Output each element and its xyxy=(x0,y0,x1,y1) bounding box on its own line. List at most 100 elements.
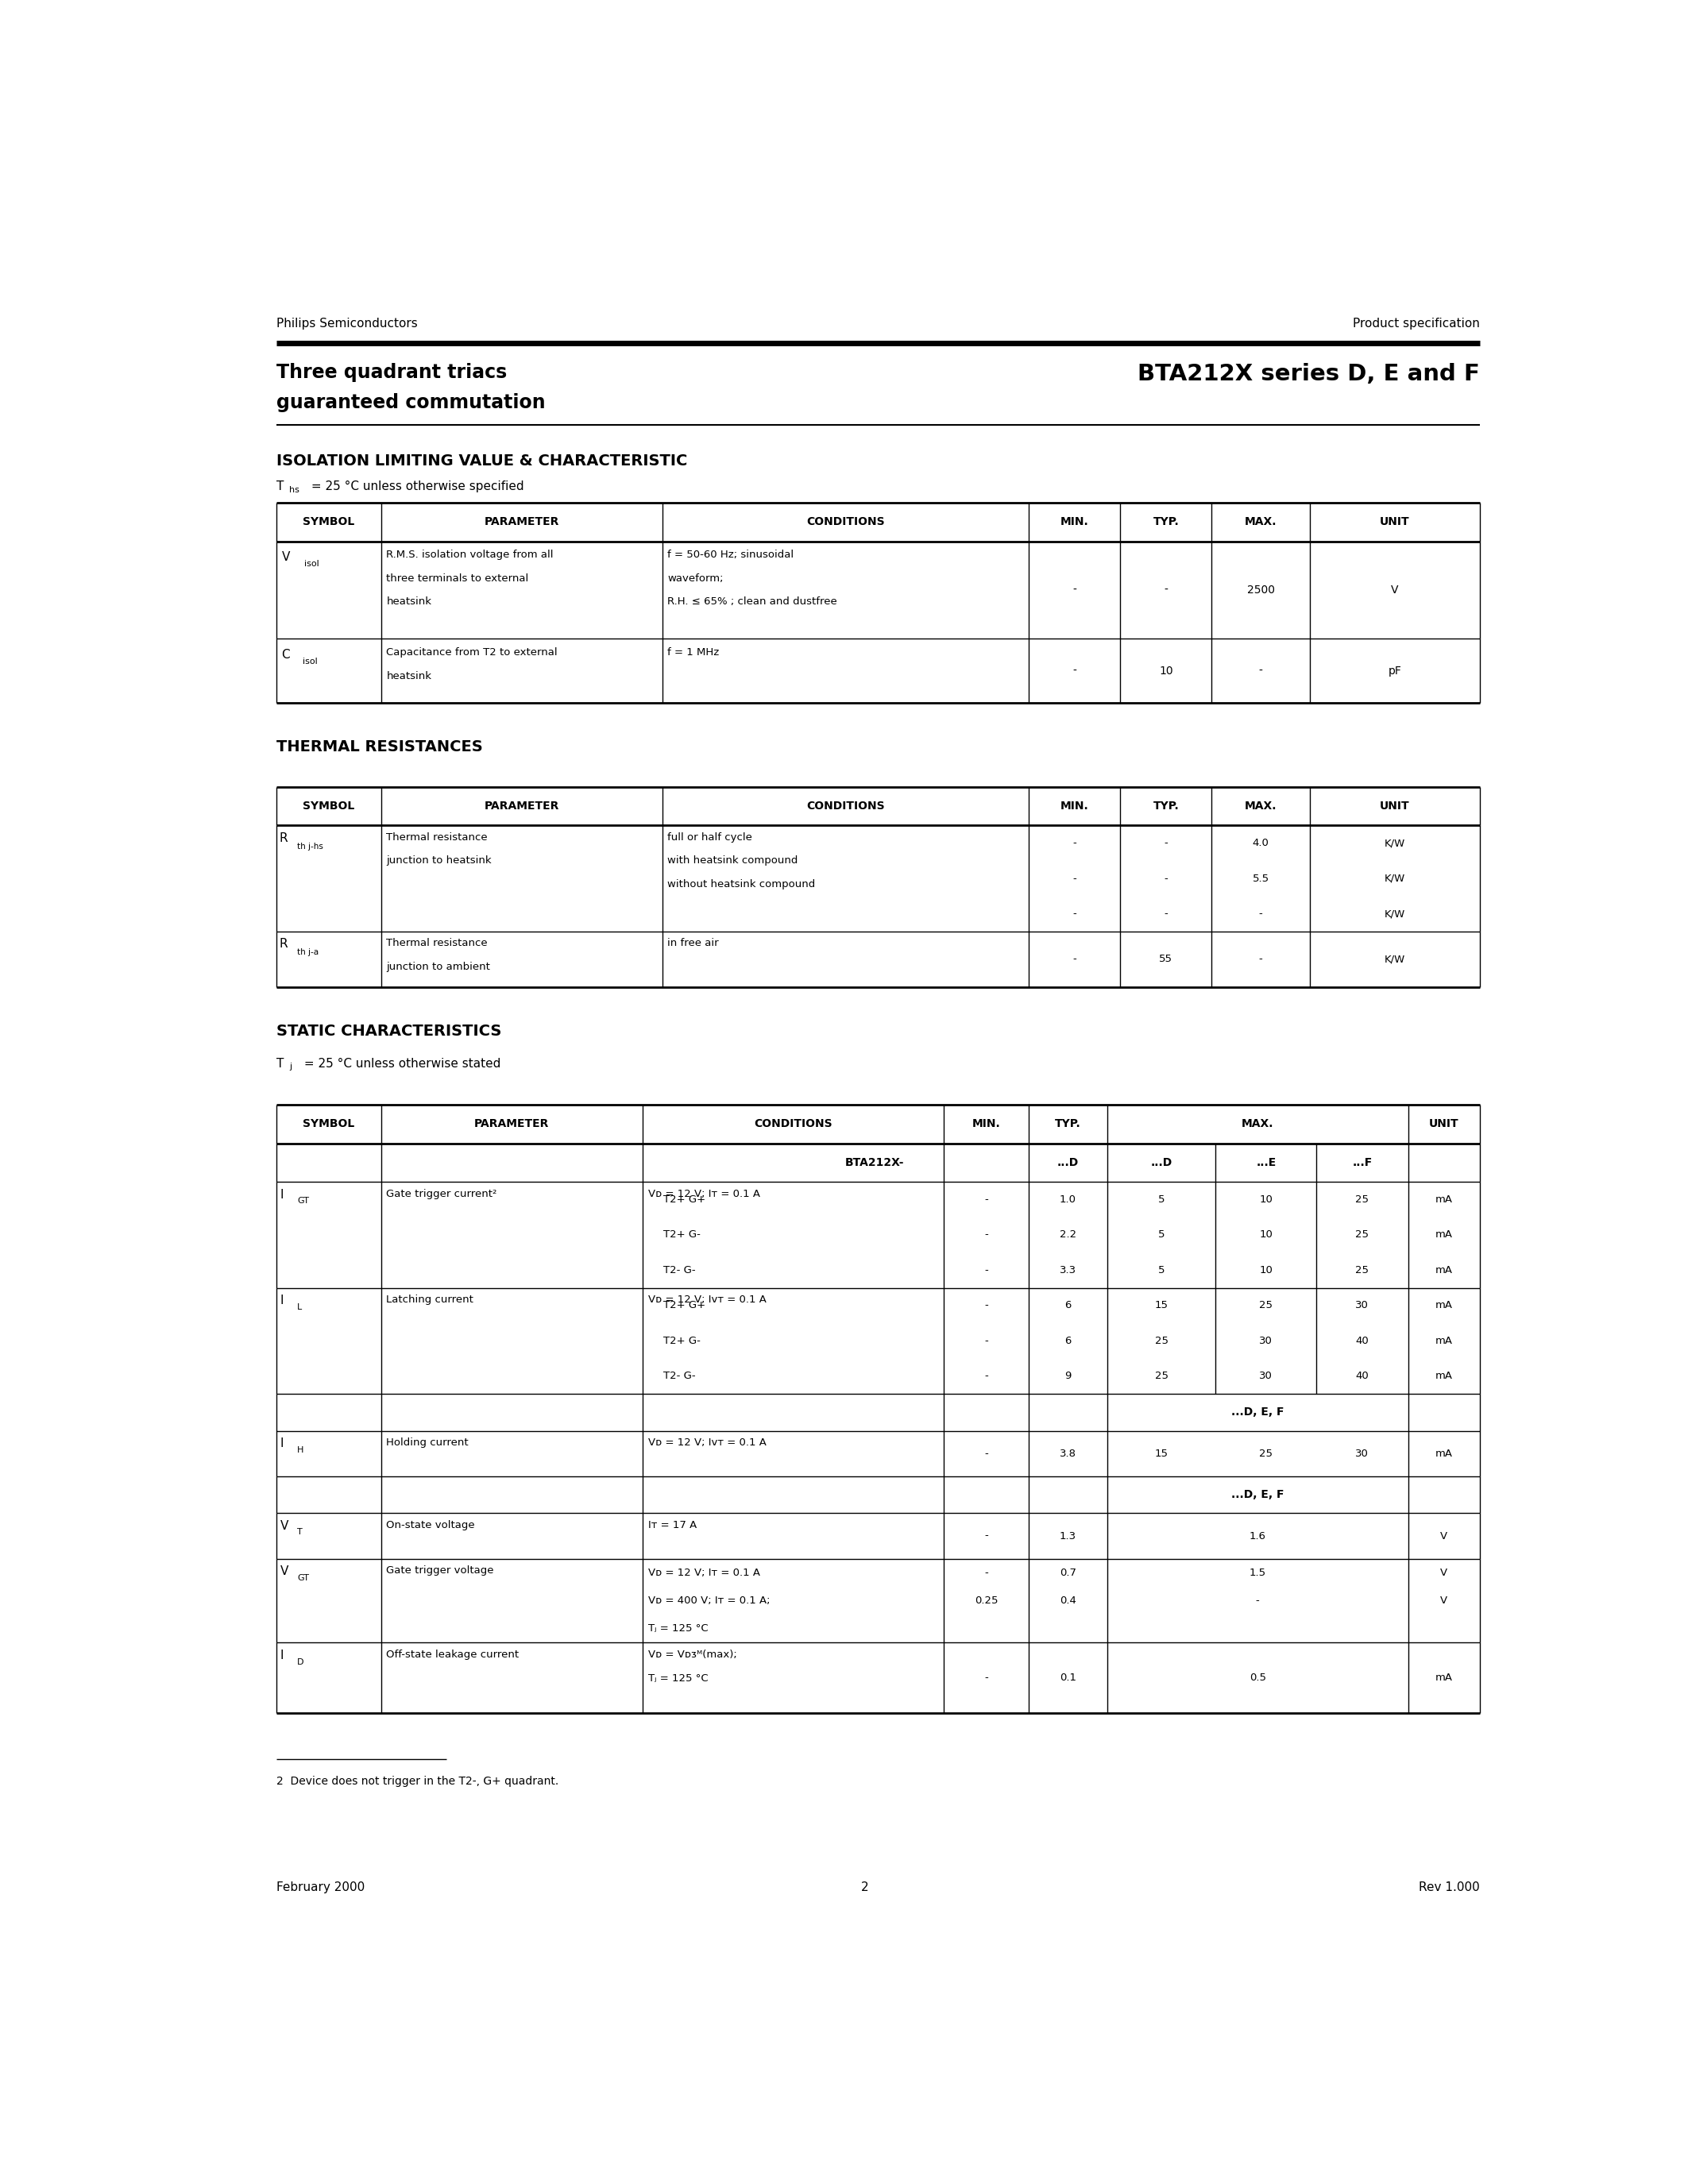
Text: ...F: ...F xyxy=(1352,1158,1372,1168)
Text: -: - xyxy=(1072,666,1077,677)
Text: 9: 9 xyxy=(1065,1372,1072,1380)
Text: 25: 25 xyxy=(1355,1230,1369,1241)
Text: MIN.: MIN. xyxy=(1060,802,1089,812)
Text: 3.3: 3.3 xyxy=(1060,1265,1077,1275)
Text: Three quadrant triacs: Three quadrant triacs xyxy=(277,363,506,382)
Text: without heatsink compound: without heatsink compound xyxy=(667,880,815,889)
Text: Tⱼ = 125 °C: Tⱼ = 125 °C xyxy=(648,1623,707,1634)
Text: 2  Device does not trigger in the T2-, G+ quadrant.: 2 Device does not trigger in the T2-, G+… xyxy=(277,1776,559,1787)
Text: 40: 40 xyxy=(1355,1337,1369,1345)
Text: -: - xyxy=(1259,909,1263,919)
Text: K/W: K/W xyxy=(1384,909,1406,919)
Text: T2- G-: T2- G- xyxy=(663,1372,695,1380)
Text: UNIT: UNIT xyxy=(1381,802,1409,812)
Text: -: - xyxy=(1072,585,1077,596)
Text: R: R xyxy=(279,832,287,843)
Text: 55: 55 xyxy=(1160,954,1173,965)
Text: ...E: ...E xyxy=(1256,1158,1276,1168)
Text: 3.8: 3.8 xyxy=(1060,1448,1077,1459)
Text: isol: isol xyxy=(304,559,319,568)
Text: Latching current: Latching current xyxy=(387,1295,474,1306)
Text: full or half cycle: full or half cycle xyxy=(667,832,753,843)
Text: CONDITIONS: CONDITIONS xyxy=(755,1118,832,1129)
Text: waveform;: waveform; xyxy=(667,572,724,583)
Text: 10: 10 xyxy=(1259,1230,1273,1241)
Text: -: - xyxy=(984,1265,987,1275)
Text: T2+ G+: T2+ G+ xyxy=(663,1299,706,1310)
Text: -: - xyxy=(984,1673,987,1684)
Text: UNIT: UNIT xyxy=(1381,515,1409,529)
Text: T2+ G+: T2+ G+ xyxy=(663,1195,706,1206)
Text: f = 50-60 Hz; sinusoidal: f = 50-60 Hz; sinusoidal xyxy=(667,550,793,559)
Text: heatsink: heatsink xyxy=(387,670,432,681)
Text: guaranteed commutation: guaranteed commutation xyxy=(277,393,545,413)
Text: H: H xyxy=(297,1446,304,1455)
Text: PARAMETER: PARAMETER xyxy=(484,802,559,812)
Text: UNIT: UNIT xyxy=(1430,1118,1458,1129)
Text: 25: 25 xyxy=(1355,1265,1369,1275)
Text: 2.2: 2.2 xyxy=(1060,1230,1077,1241)
Text: 15: 15 xyxy=(1155,1299,1168,1310)
Text: MAX.: MAX. xyxy=(1244,802,1276,812)
Text: R: R xyxy=(279,939,287,950)
Text: Iᴛ = 17 A: Iᴛ = 17 A xyxy=(648,1520,697,1531)
Text: MIN.: MIN. xyxy=(1060,515,1089,529)
Text: -: - xyxy=(984,1531,987,1542)
Text: mA: mA xyxy=(1435,1372,1453,1380)
Text: 30: 30 xyxy=(1355,1299,1369,1310)
Text: BTA212X-: BTA212X- xyxy=(846,1158,905,1168)
Text: 30: 30 xyxy=(1259,1372,1273,1380)
Text: -: - xyxy=(984,1337,987,1345)
Text: T: T xyxy=(277,480,284,494)
Text: 2500: 2500 xyxy=(1247,585,1274,596)
Text: junction to heatsink: junction to heatsink xyxy=(387,856,491,867)
Text: MAX.: MAX. xyxy=(1244,515,1276,529)
Text: MAX.: MAX. xyxy=(1241,1118,1274,1129)
Text: Capacitance from T2 to external: Capacitance from T2 to external xyxy=(387,646,557,657)
Text: ...D: ...D xyxy=(1057,1158,1079,1168)
Text: MIN.: MIN. xyxy=(972,1118,1001,1129)
Text: 1.3: 1.3 xyxy=(1060,1531,1077,1542)
Text: three terminals to external: three terminals to external xyxy=(387,572,528,583)
Text: 25: 25 xyxy=(1355,1195,1369,1206)
Text: = 25 °C unless otherwise stated: = 25 °C unless otherwise stated xyxy=(300,1057,500,1070)
Text: V: V xyxy=(1440,1597,1448,1605)
Text: R.M.S. isolation voltage from all: R.M.S. isolation voltage from all xyxy=(387,550,554,559)
Text: mA: mA xyxy=(1435,1337,1453,1345)
Text: ISOLATION LIMITING VALUE & CHARACTERISTIC: ISOLATION LIMITING VALUE & CHARACTERISTI… xyxy=(277,454,687,470)
Text: 25: 25 xyxy=(1155,1337,1168,1345)
Text: mA: mA xyxy=(1435,1265,1453,1275)
Text: -: - xyxy=(1165,874,1168,885)
Text: T2+ G-: T2+ G- xyxy=(663,1230,701,1241)
Text: T2- G-: T2- G- xyxy=(663,1265,695,1275)
Text: -: - xyxy=(984,1230,987,1241)
Text: j: j xyxy=(290,1064,292,1070)
Text: L: L xyxy=(297,1304,302,1310)
Text: 30: 30 xyxy=(1355,1448,1369,1459)
Text: I: I xyxy=(280,1649,284,1662)
Text: C: C xyxy=(282,649,290,662)
Text: Vᴅ = 12 V; Iᴛ = 0.1 A: Vᴅ = 12 V; Iᴛ = 0.1 A xyxy=(648,1568,760,1577)
Text: Thermal resistance: Thermal resistance xyxy=(387,939,488,948)
Text: 6: 6 xyxy=(1065,1337,1072,1345)
Text: -: - xyxy=(984,1448,987,1459)
Text: CONDITIONS: CONDITIONS xyxy=(807,802,885,812)
Text: ...D: ...D xyxy=(1151,1158,1171,1168)
Text: -: - xyxy=(984,1299,987,1310)
Text: GT: GT xyxy=(297,1575,309,1581)
Text: 1.0: 1.0 xyxy=(1060,1195,1077,1206)
Text: K/W: K/W xyxy=(1384,874,1406,885)
Text: ...D, E, F: ...D, E, F xyxy=(1231,1489,1285,1500)
Text: 0.5: 0.5 xyxy=(1249,1673,1266,1684)
Text: -: - xyxy=(1072,839,1077,847)
Text: -: - xyxy=(984,1372,987,1380)
Text: -: - xyxy=(984,1195,987,1206)
Text: 30: 30 xyxy=(1259,1337,1273,1345)
Text: mA: mA xyxy=(1435,1299,1453,1310)
Text: 25: 25 xyxy=(1259,1299,1273,1310)
Text: Vᴅ = 12 V; Iᴠᴛ = 0.1 A: Vᴅ = 12 V; Iᴠᴛ = 0.1 A xyxy=(648,1295,766,1306)
Text: -: - xyxy=(1072,909,1077,919)
Text: 0.4: 0.4 xyxy=(1060,1597,1077,1605)
Text: V: V xyxy=(282,550,290,563)
Text: junction to ambient: junction to ambient xyxy=(387,961,490,972)
